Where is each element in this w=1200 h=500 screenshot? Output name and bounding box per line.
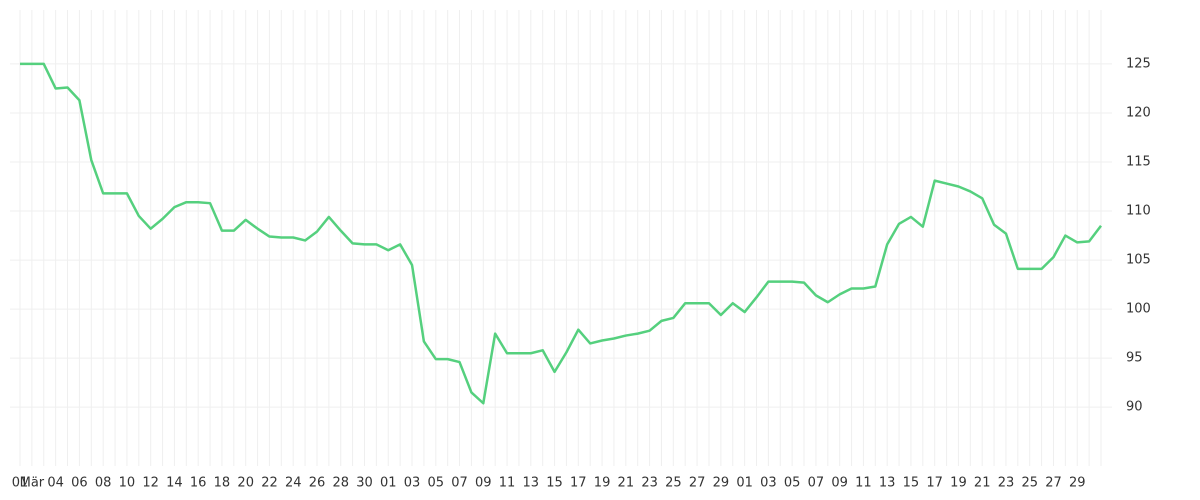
- x-tick-label: 07: [808, 476, 825, 491]
- x-tick-label: 16: [190, 476, 207, 491]
- x-tick-label: 03: [404, 476, 421, 491]
- x-tick-label: 25: [665, 476, 682, 491]
- x-tick-label: 07: [451, 476, 468, 491]
- x-tick-label: 27: [1045, 476, 1062, 491]
- x-tick-label: 13: [523, 476, 540, 491]
- x-tick-label: 20: [237, 476, 254, 491]
- x-tick-label: 17: [926, 476, 943, 491]
- x-tick-label: 23: [641, 476, 658, 491]
- x-tick-label: 15: [903, 476, 920, 491]
- x-tick-label: 10: [119, 476, 136, 491]
- x-tick-label: 12: [142, 476, 159, 491]
- x-tick-label: 04: [47, 476, 64, 491]
- x-tick-label: 19: [594, 476, 611, 491]
- x-tick-label: 23: [998, 476, 1015, 491]
- x-tick-label: 27: [689, 476, 706, 491]
- x-tick-label: 22: [261, 476, 278, 491]
- x-tick-label: 29: [713, 476, 730, 491]
- x-tick-label: 06: [71, 476, 88, 491]
- x-tick-label: 01: [736, 476, 753, 491]
- x-tick-label: 09: [475, 476, 492, 491]
- x-tick-label: 15: [546, 476, 563, 491]
- x-tick-label: 11: [855, 476, 872, 491]
- x-tick-label: 11: [499, 476, 516, 491]
- x-tick-label: 25: [1021, 476, 1038, 491]
- x-tick-label: 13: [879, 476, 896, 491]
- price-line: [20, 62, 1102, 405]
- x-tick-label: Mär: [20, 476, 45, 491]
- x-tick-label: 01: [380, 476, 397, 491]
- y-tick-label: 115: [1126, 155, 1151, 170]
- x-tick-label: 08: [95, 476, 112, 491]
- y-tick-label: 110: [1126, 204, 1151, 219]
- y-tick-label: 105: [1126, 253, 1151, 268]
- x-tick-label: 30: [356, 476, 373, 491]
- x-tick-label: 29: [1069, 476, 1086, 491]
- x-tick-label: 01: [12, 476, 29, 491]
- x-tick-label: 17: [570, 476, 587, 491]
- x-tick-label: 21: [974, 476, 991, 491]
- y-tick-label: 95: [1126, 351, 1143, 366]
- x-tick-label: 24: [285, 476, 302, 491]
- x-tick-label: 19: [950, 476, 967, 491]
- x-tick-label: 05: [427, 476, 444, 491]
- x-tick-label: 26: [309, 476, 326, 491]
- x-tick-label: 28: [332, 476, 349, 491]
- x-tick-label: 09: [831, 476, 848, 491]
- y-tick-label: 120: [1126, 105, 1151, 120]
- x-tick-label: 21: [618, 476, 635, 491]
- x-tick-label: 03: [760, 476, 777, 491]
- y-tick-label: 125: [1126, 56, 1151, 71]
- x-tick-label: 05: [784, 476, 801, 491]
- y-tick-label: 100: [1126, 302, 1151, 317]
- x-tick-label: 14: [166, 476, 183, 491]
- y-tick-label: 90: [1126, 400, 1143, 415]
- x-tick-label: 18: [214, 476, 231, 491]
